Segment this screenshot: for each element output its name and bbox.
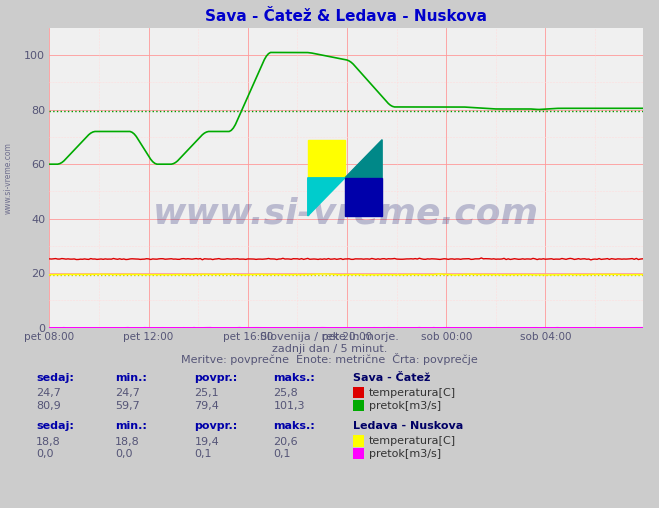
Polygon shape	[345, 140, 382, 178]
Text: maks.:: maks.:	[273, 421, 315, 431]
Text: 18,8: 18,8	[36, 436, 61, 447]
Bar	[308, 140, 345, 178]
Text: Meritve: povprečne  Enote: metrične  Črta: povprečje: Meritve: povprečne Enote: metrične Črta:…	[181, 353, 478, 365]
Text: Sava - Čatež: Sava - Čatež	[353, 373, 430, 383]
Text: 80,9: 80,9	[36, 401, 61, 411]
Text: 0,0: 0,0	[115, 449, 133, 459]
Text: 0,1: 0,1	[273, 449, 291, 459]
Text: 24,7: 24,7	[36, 388, 61, 398]
Text: Slovenija / reke in morje.: Slovenija / reke in morje.	[260, 332, 399, 342]
Title: Sava - Čatež & Ledava - Nuskova: Sava - Čatež & Ledava - Nuskova	[205, 9, 487, 24]
Text: zadnji dan / 5 minut.: zadnji dan / 5 minut.	[272, 343, 387, 354]
Text: sedaj:: sedaj:	[36, 373, 74, 383]
Text: 25,8: 25,8	[273, 388, 299, 398]
Text: 25,1: 25,1	[194, 388, 219, 398]
Text: 59,7: 59,7	[115, 401, 140, 411]
Text: povpr.:: povpr.:	[194, 373, 238, 383]
Text: 20,6: 20,6	[273, 436, 298, 447]
Text: pretok[m3/s]: pretok[m3/s]	[369, 449, 441, 459]
Bar	[345, 178, 382, 216]
Text: www.si-vreme.com: www.si-vreme.com	[153, 197, 539, 231]
Text: pretok[m3/s]: pretok[m3/s]	[369, 401, 441, 411]
Text: Ledava - Nuskova: Ledava - Nuskova	[353, 421, 463, 431]
Text: 19,4: 19,4	[194, 436, 219, 447]
Text: min.:: min.:	[115, 373, 147, 383]
Text: povpr.:: povpr.:	[194, 421, 238, 431]
Text: 0,0: 0,0	[36, 449, 54, 459]
Text: 24,7: 24,7	[115, 388, 140, 398]
Text: temperatura[C]: temperatura[C]	[369, 388, 456, 398]
Text: 101,3: 101,3	[273, 401, 305, 411]
Text: 18,8: 18,8	[115, 436, 140, 447]
Text: min.:: min.:	[115, 421, 147, 431]
Text: www.si-vreme.com: www.si-vreme.com	[3, 142, 13, 214]
Text: maks.:: maks.:	[273, 373, 315, 383]
Text: temperatura[C]: temperatura[C]	[369, 436, 456, 447]
Text: 79,4: 79,4	[194, 401, 219, 411]
Text: sedaj:: sedaj:	[36, 421, 74, 431]
Polygon shape	[308, 178, 345, 216]
Text: 0,1: 0,1	[194, 449, 212, 459]
